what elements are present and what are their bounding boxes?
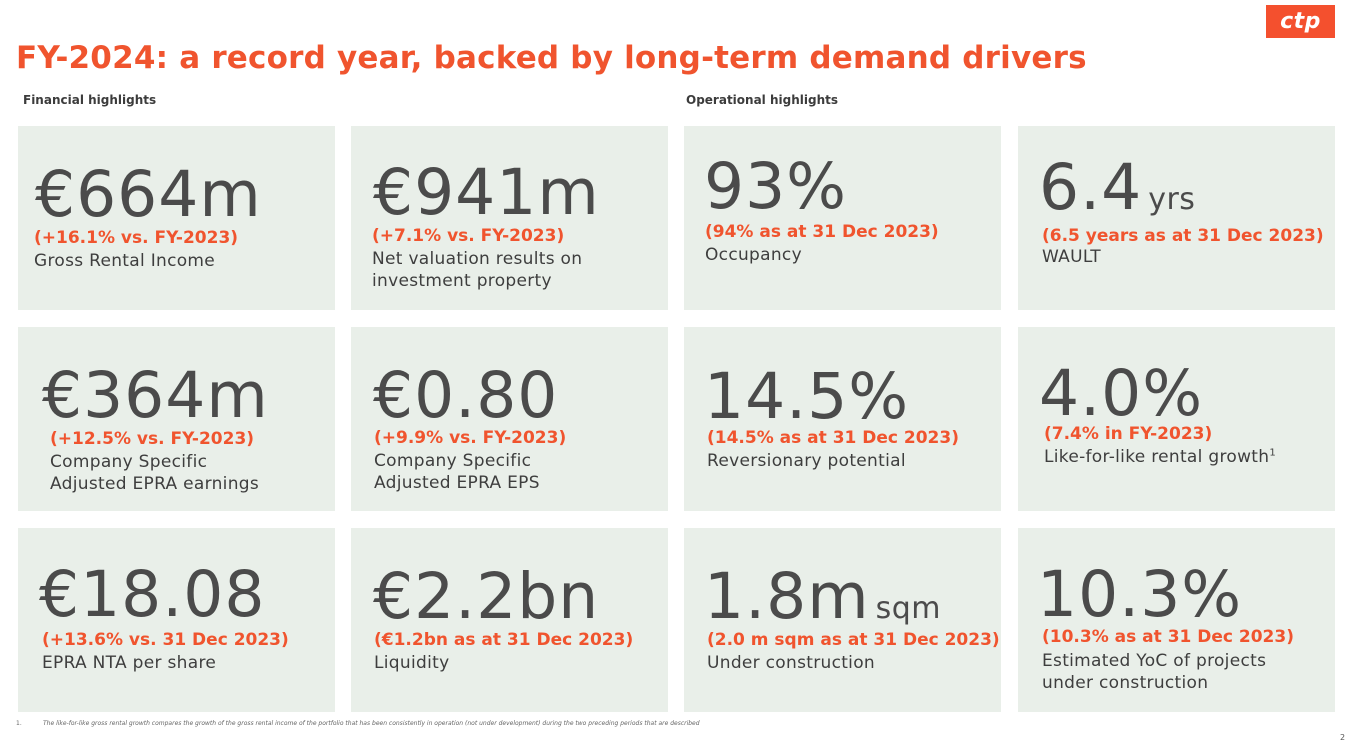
card-like-for-like-rental-growth: 4.0% (7.4% in FY-2023) Like-for-like ren… (1018, 327, 1335, 511)
card-adjusted-epra-eps: €0.80 (+9.9% vs. FY-2023) Company Specif… (351, 327, 668, 511)
card-gross-rental-income: €664m (+16.1% vs. FY-2023) Gross Rental … (18, 126, 335, 310)
card-note: (94% as at 31 Dec 2023) (705, 222, 939, 242)
card-note: (+16.1% vs. FY-2023) (34, 228, 239, 248)
card-value: 93% (704, 150, 848, 223)
card-note: (7.4% in FY-2023) (1044, 424, 1213, 444)
card-description: EPRA NTA per share (42, 653, 217, 673)
card-value: €0.80 (373, 359, 559, 432)
card-estimated-yoc: 10.3% (10.3% as at 31 Dec 2023) Estimate… (1018, 528, 1335, 712)
card-net-valuation-results: €941m (+7.1% vs. FY-2023) Net valuation … (351, 126, 668, 310)
card-value: 6.4 yrs (1039, 151, 1196, 224)
card-description: WAULT (1042, 247, 1101, 267)
card-epra-nta-per-share: €18.08 (+13.6% vs. 31 Dec 2023) EPRA NTA… (18, 528, 335, 712)
footnote-text: The like-for-like gross rental growth co… (43, 720, 700, 727)
card-value: €18.08 (39, 558, 266, 631)
page-number: 2 (1340, 733, 1346, 742)
card-value: 14.5% (704, 360, 910, 433)
card-note: (+12.5% vs. FY-2023) (50, 429, 255, 449)
card-value: €941m (373, 156, 600, 229)
card-note: (+13.6% vs. 31 Dec 2023) (42, 630, 289, 650)
card-value: €364m (42, 359, 269, 432)
card-description: Company Specific Adjusted EPRA EPS (374, 451, 540, 493)
card-description: Under construction (707, 653, 875, 673)
card-note: (10.3% as at 31 Dec 2023) (1042, 627, 1294, 647)
operational-highlights-label: Operational highlights (686, 93, 838, 107)
card-value: €664m (35, 158, 262, 231)
card-note: (14.5% as at 31 Dec 2023) (707, 428, 959, 448)
footnote-number: 1. (16, 720, 22, 727)
card-note: (+7.1% vs. FY-2023) (372, 226, 565, 246)
card-note: (+9.9% vs. FY-2023) (374, 428, 567, 448)
card-wault: 6.4 yrs (6.5 years as at 31 Dec 2023) WAU… (1018, 126, 1335, 310)
card-description: Liquidity (374, 653, 450, 673)
card-description: Estimated YoC of projects under construct… (1042, 651, 1267, 693)
card-value: 1.8m sqm (704, 560, 941, 633)
card-description: Like-for-like rental growth1 (1044, 447, 1276, 467)
card-description: Reversionary potential (707, 451, 906, 471)
card-unit: sqm (875, 591, 941, 626)
card-reversionary-potential: 14.5% (14.5% as at 31 Dec 2023) Reversio… (684, 327, 1001, 511)
card-value: 10.3% (1037, 558, 1243, 631)
card-occupancy: 93% (94% as at 31 Dec 2023) Occupancy (684, 126, 1001, 310)
ctp-logo: ctp (1266, 5, 1335, 38)
card-unit: yrs (1148, 182, 1196, 217)
card-description: Net valuation results on investment prope… (372, 249, 583, 291)
card-description: Gross Rental Income (34, 251, 216, 271)
card-note: (€1.2bn as at 31 Dec 2023) (374, 630, 634, 650)
card-note: (6.5 years as at 31 Dec 2023) (1042, 226, 1324, 246)
card-value: €2.2bn (373, 560, 600, 633)
card-description: Company Specific Adjusted EPRA earnings (50, 452, 260, 494)
page-title: FY-2024: a record year, backed by long-t… (16, 40, 1087, 76)
footnote-reference: 1 (1269, 447, 1276, 459)
card-note: (2.0 m sqm as at 31 Dec 2023) (707, 630, 1000, 650)
card-value: 4.0% (1039, 357, 1204, 430)
card-under-construction: 1.8m sqm (2.0 m sqm as at 31 Dec 2023) Un… (684, 528, 1001, 712)
card-adjusted-epra-earnings: €364m (+12.5% vs. FY-2023) Company Speci… (18, 327, 335, 511)
card-description: Occupancy (705, 245, 802, 265)
financial-highlights-label: Financial highlights (23, 93, 157, 107)
card-liquidity: €2.2bn (€1.2bn as at 31 Dec 2023) Liquid… (351, 528, 668, 712)
